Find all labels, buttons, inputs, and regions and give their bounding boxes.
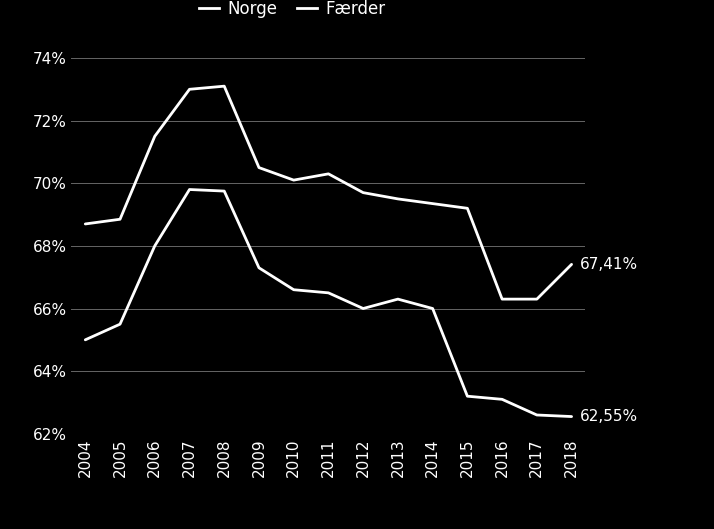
Text: 62,55%: 62,55% [580,409,638,424]
Text: 67,41%: 67,41% [580,257,638,272]
Legend: Norge, Færder: Norge, Færder [199,0,386,18]
